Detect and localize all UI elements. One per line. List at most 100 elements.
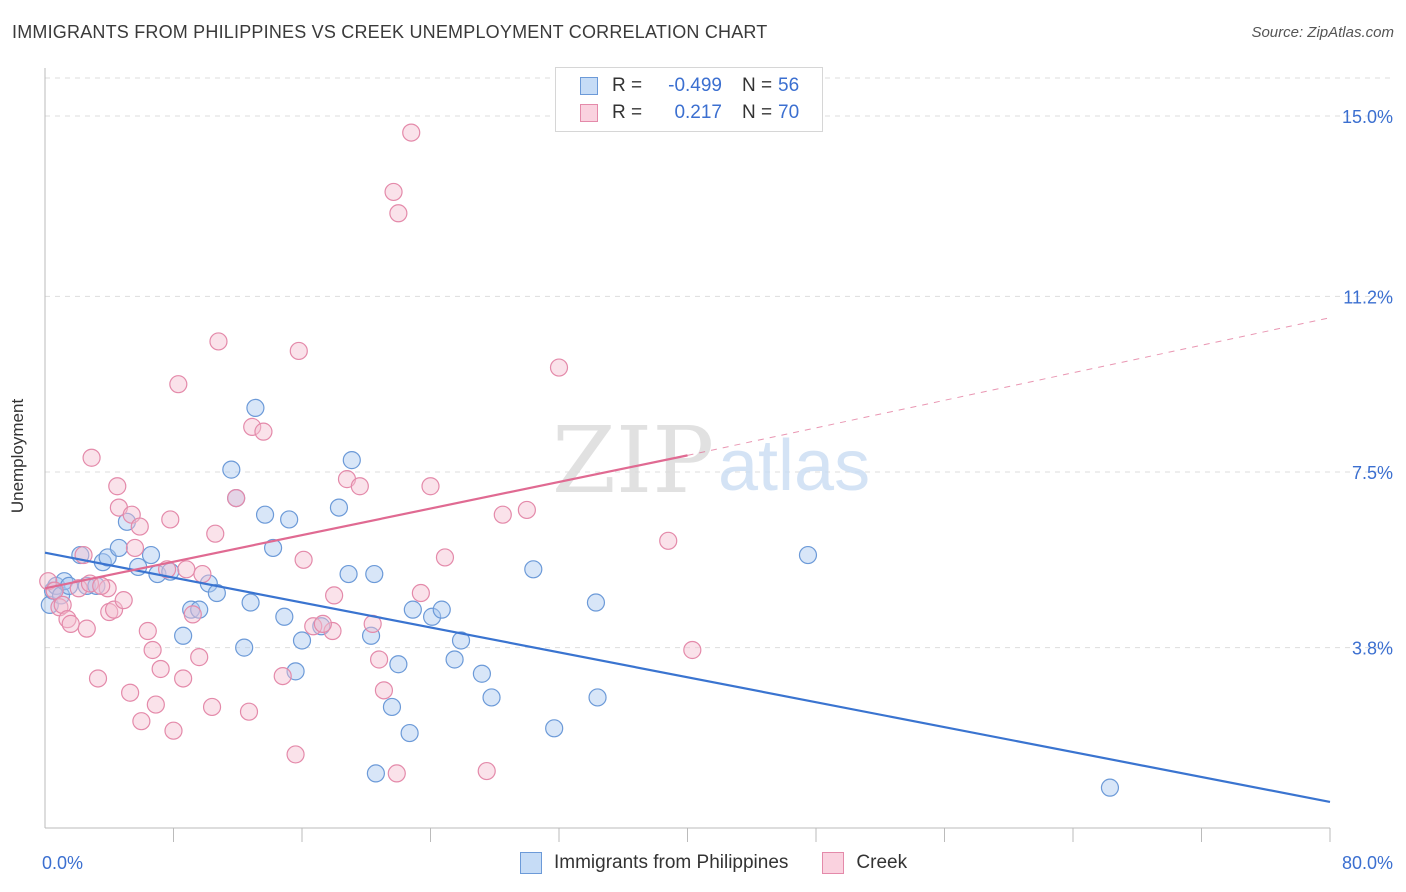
creek-point xyxy=(177,560,196,579)
philippines-point xyxy=(445,650,464,669)
creek-point xyxy=(39,572,58,591)
creek-point xyxy=(384,182,403,202)
watermark-zip: ZIP xyxy=(552,407,714,514)
creek-point xyxy=(161,510,180,529)
philippines-point xyxy=(524,560,543,579)
y-tick-label: 3.8% xyxy=(1352,639,1393,659)
creek-trend-line xyxy=(44,454,688,590)
philippines-point xyxy=(342,451,361,470)
philippines-point xyxy=(222,460,241,479)
philippines-point xyxy=(329,498,349,517)
creek-point xyxy=(254,422,273,441)
philippines-point xyxy=(400,723,419,743)
philippines-point xyxy=(141,545,161,565)
n-label: N = xyxy=(742,75,773,96)
creek-point xyxy=(125,538,145,558)
r-value: -0.499 xyxy=(668,75,722,96)
philippines-point xyxy=(109,538,128,558)
creek-point xyxy=(350,477,369,496)
creek-point xyxy=(92,576,111,596)
creek-trend-extension xyxy=(687,317,1331,456)
creek-point xyxy=(77,619,96,638)
creek-point xyxy=(477,761,496,781)
creek-point xyxy=(493,505,512,524)
philippines-point xyxy=(586,593,606,612)
creek-point xyxy=(108,477,127,496)
gridlines xyxy=(45,77,1392,649)
philippines-point xyxy=(389,655,408,674)
creek-point xyxy=(294,550,313,569)
philippines-point xyxy=(451,631,471,650)
creek-point xyxy=(659,531,678,550)
watermark-atlas: atlas xyxy=(718,426,870,506)
philippines-point xyxy=(280,510,299,529)
x-tick-label: 0.0% xyxy=(42,853,83,873)
creek-point xyxy=(143,640,162,660)
creek-point xyxy=(411,583,430,603)
creek-point xyxy=(169,375,188,394)
creek-point xyxy=(53,595,72,614)
philippines-point xyxy=(1100,778,1120,797)
y-tick-label: 7.5% xyxy=(1352,463,1393,483)
legend-swatch-blue xyxy=(580,77,598,95)
creek-point xyxy=(121,683,140,702)
creek-point xyxy=(88,669,108,688)
creek-point xyxy=(273,667,292,686)
creek-point xyxy=(683,640,702,660)
r-value: 0.217 xyxy=(674,102,722,123)
creek-point xyxy=(104,600,124,619)
philippines-point xyxy=(365,564,384,584)
legend-item-philippines[interactable]: Immigrants from Philippines xyxy=(520,852,788,874)
legend-row-philippines: R = -0.499 N = 56 xyxy=(580,74,799,98)
philippines-point xyxy=(207,583,226,603)
philippines-point xyxy=(263,538,283,558)
creek-point xyxy=(209,332,228,351)
legend-label: Immigrants from Philippines xyxy=(554,852,789,873)
philippines-point xyxy=(423,607,442,626)
creek-point xyxy=(82,448,101,467)
creek-point xyxy=(157,560,177,579)
creek-point xyxy=(183,605,202,624)
points-layer xyxy=(39,123,1120,797)
legend-row-creek: R = 0.217 N = 70 xyxy=(580,101,799,125)
creek-point xyxy=(313,614,332,633)
creek-point xyxy=(190,648,209,667)
philippines-point xyxy=(482,688,501,707)
creek-point xyxy=(517,500,536,520)
creek-point xyxy=(389,204,408,223)
creek-point xyxy=(138,621,157,641)
philippines-point xyxy=(292,631,312,650)
creek-point xyxy=(130,517,149,536)
tick-labels: 3.8% 7.5% 11.2% 15.0% 0.0% 80.0% xyxy=(42,107,1393,873)
creek-point xyxy=(193,564,212,584)
r-label: R = xyxy=(612,75,643,96)
chart-title: IMMIGRANTS FROM PHILIPPINES VS CREEK UNE… xyxy=(12,22,768,42)
creek-point xyxy=(243,417,262,436)
creek-point xyxy=(132,712,151,731)
philippines-point xyxy=(798,545,818,565)
creek-point xyxy=(202,697,222,717)
creek-point xyxy=(69,579,88,598)
creek-point xyxy=(549,358,569,377)
philippines-point xyxy=(174,626,193,645)
creek-point xyxy=(286,745,305,764)
creek-point xyxy=(151,659,170,679)
legend-swatch-blue xyxy=(520,852,542,874)
creek-point xyxy=(435,548,455,567)
philippines-point xyxy=(432,600,451,619)
creek-point xyxy=(61,614,80,633)
philippines-point xyxy=(255,505,275,524)
n-value: 70 xyxy=(778,102,800,123)
creek-point xyxy=(289,341,308,361)
philippines-point xyxy=(246,398,265,418)
creek-point xyxy=(146,695,165,714)
philippines-point xyxy=(472,664,491,683)
n-value: 56 xyxy=(778,75,800,96)
series-legend: Immigrants from Philippines Creek xyxy=(520,852,941,874)
philippines-point xyxy=(275,607,294,626)
legend-item-creek[interactable]: Creek xyxy=(822,852,907,874)
philippines-point xyxy=(235,638,254,657)
creek-point xyxy=(100,602,119,622)
stats-legend: R = -0.499 N = 56 R = 0.217 N = 70 xyxy=(555,67,823,132)
